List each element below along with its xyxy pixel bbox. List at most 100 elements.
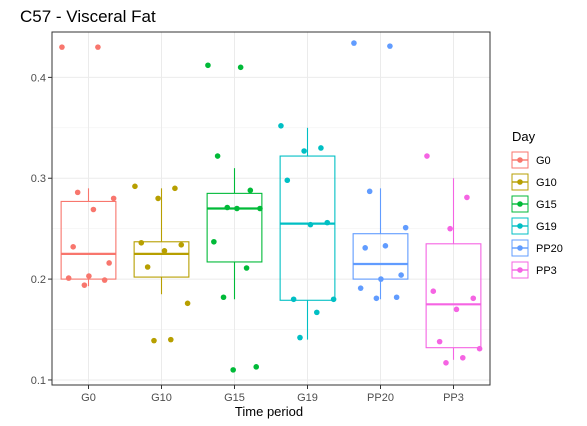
- legend-label-pp20: PP20: [536, 243, 563, 255]
- data-point: [459, 354, 466, 361]
- data-point: [378, 276, 384, 282]
- data-point: [70, 244, 76, 250]
- data-point: [430, 288, 437, 295]
- legend-key-point: [517, 267, 523, 273]
- data-point: [155, 195, 161, 202]
- x-axis-title: Time period: [235, 404, 303, 419]
- data-point: [95, 44, 101, 50]
- box-group-g10: [132, 183, 191, 344]
- legend-key-g10: G10: [511, 173, 557, 191]
- data-point: [86, 273, 92, 279]
- box-iqr: [133, 241, 190, 278]
- data-point: [144, 264, 151, 270]
- data-point: [257, 205, 263, 212]
- data-point: [172, 185, 178, 192]
- x-tick-label: G15: [224, 392, 245, 404]
- data-point: [65, 275, 72, 281]
- legend: Day G0 G10 G15 G19 PP20 PP3: [511, 129, 563, 279]
- x-tick-label: PP3: [443, 392, 464, 404]
- data-point: [59, 44, 65, 50]
- plot-background: [52, 32, 490, 385]
- legend-label-g10: G10: [536, 177, 557, 189]
- box-iqr: [279, 155, 336, 301]
- legend-key-pp20: PP20: [511, 239, 563, 257]
- legend-key-point: [517, 157, 523, 163]
- data-point: [373, 295, 380, 302]
- box-iqr: [206, 192, 263, 263]
- legend-key-point: [517, 245, 523, 251]
- legend-key-g15: G15: [511, 195, 557, 213]
- data-point: [362, 245, 368, 251]
- data-point: [74, 189, 81, 196]
- data-point: [357, 285, 364, 291]
- data-point: [110, 195, 117, 202]
- data-point: [313, 309, 320, 316]
- data-point: [178, 242, 185, 248]
- data-point: [464, 194, 470, 201]
- chart-title: C57 - Visceral Fat: [20, 7, 156, 26]
- data-point: [443, 360, 449, 366]
- box-group-pp20: [351, 40, 409, 302]
- legend-key-point: [517, 179, 523, 185]
- data-point: [234, 205, 240, 212]
- data-point: [161, 248, 168, 254]
- legend-title: Day: [512, 129, 536, 144]
- data-point: [324, 219, 331, 226]
- data-point: [205, 62, 211, 69]
- box-group-g19: [278, 122, 337, 341]
- data-point: [436, 338, 443, 345]
- data-point: [90, 206, 97, 213]
- data-point: [284, 177, 291, 184]
- data-point: [330, 296, 337, 303]
- data-point: [453, 306, 460, 313]
- data-point: [387, 43, 393, 49]
- data-point: [230, 367, 236, 373]
- data-point: [382, 243, 389, 249]
- data-point: [101, 277, 108, 283]
- box-group-g0: [59, 44, 117, 288]
- legend-key-g19: G19: [511, 217, 557, 235]
- data-point: [220, 294, 227, 301]
- data-point: [184, 300, 191, 307]
- plot-panel: [51, 31, 491, 386]
- data-point: [476, 345, 483, 352]
- legend-key-pp3: PP3: [511, 261, 557, 279]
- data-point: [366, 188, 373, 195]
- x-tick-label: G10: [151, 392, 172, 404]
- data-point: [447, 225, 453, 232]
- data-point: [243, 265, 250, 271]
- plot-border: [51, 31, 491, 386]
- y-tick-label: 0.3: [31, 173, 46, 185]
- x-tick-label: PP20: [367, 392, 394, 404]
- legend-label-g19: G19: [536, 221, 557, 233]
- data-point: [398, 272, 404, 278]
- data-point: [393, 294, 400, 301]
- data-point: [214, 153, 221, 159]
- box-group-pp3: [424, 153, 483, 366]
- legend-key-point: [517, 223, 523, 229]
- data-point: [290, 296, 297, 303]
- data-point: [237, 64, 244, 71]
- box-iqr: [425, 243, 482, 349]
- data-point: [81, 282, 88, 288]
- data-point: [307, 221, 314, 228]
- data-point: [106, 260, 112, 266]
- data-point: [247, 187, 254, 194]
- x-tick-label: G19: [297, 392, 318, 404]
- x-tick-label: G0: [81, 392, 96, 404]
- data-point: [211, 238, 217, 245]
- data-point: [470, 295, 477, 302]
- data-point: [167, 336, 174, 343]
- legend-label-g0: G0: [536, 155, 551, 167]
- data-point: [151, 337, 157, 344]
- box-group-g15: [205, 62, 263, 373]
- data-point: [301, 148, 307, 154]
- data-point: [132, 183, 138, 190]
- data-point: [138, 239, 145, 246]
- data-point: [278, 122, 284, 129]
- y-tick-label: 0.1: [31, 375, 46, 387]
- legend-label-pp3: PP3: [536, 265, 557, 277]
- legend-key-point: [517, 201, 523, 207]
- legend-key-g0: G0: [511, 151, 551, 169]
- y-tick-label: 0.4: [31, 72, 46, 84]
